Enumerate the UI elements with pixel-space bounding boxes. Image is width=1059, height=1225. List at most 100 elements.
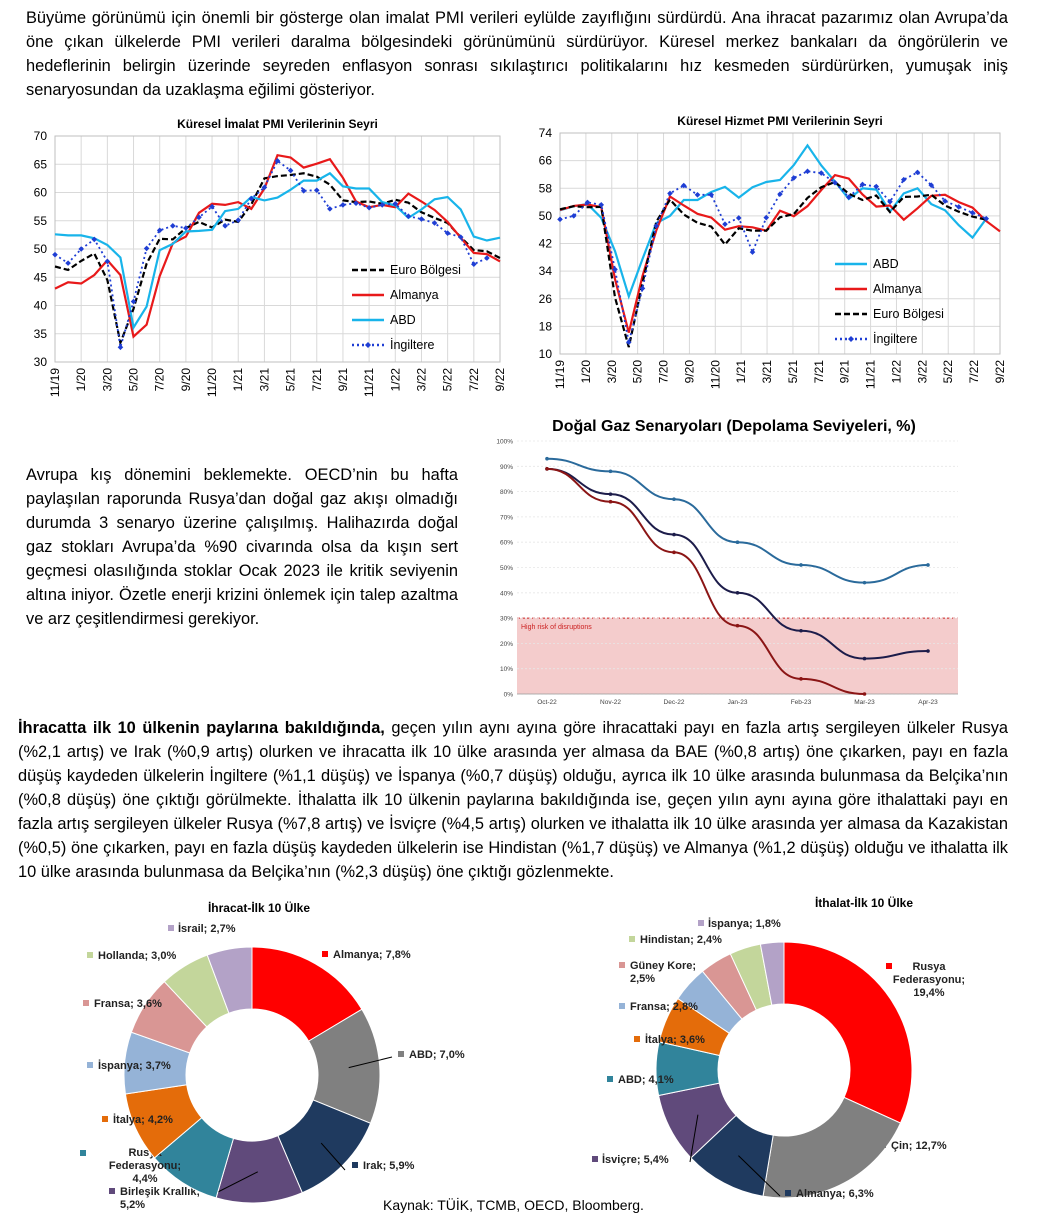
slice-label: Çin; 12,7% bbox=[891, 1140, 947, 1152]
y-tick-label: 65 bbox=[34, 157, 48, 171]
x-tick-label: 9/22 bbox=[493, 368, 507, 392]
legend-label: İngiltere bbox=[390, 338, 435, 352]
import-donut-chart: İthalat-İlk 10 Ülke RusyaFederasyonu;19,4… bbox=[592, 895, 965, 1200]
y-tick-label: 0% bbox=[504, 692, 514, 699]
chart-title: İhracat-İlk 10 Ülke bbox=[208, 900, 310, 915]
x-tick-label: 7/22 bbox=[967, 360, 981, 384]
legend-key bbox=[87, 1062, 93, 1068]
scenario-point bbox=[672, 532, 676, 537]
series-line bbox=[559, 173, 1001, 333]
y-tick-label: 90% bbox=[500, 464, 513, 471]
series-marker bbox=[130, 298, 137, 305]
x-tick-label: 1/20 bbox=[579, 360, 593, 384]
trade-paragraph: İhracatta ilk 10 ülkenin paylarına bakıl… bbox=[18, 716, 1008, 884]
series-marker bbox=[287, 167, 294, 174]
series-marker bbox=[379, 202, 386, 208]
series-marker bbox=[804, 168, 811, 175]
x-tick-label: 11/19 bbox=[48, 368, 62, 397]
slice-label: Güney Kore; bbox=[630, 960, 696, 972]
scenario-point bbox=[672, 497, 676, 501]
legend-label: ABD bbox=[873, 257, 899, 271]
legend-key bbox=[352, 1162, 358, 1168]
y-tick-label: 30% bbox=[500, 616, 513, 623]
plot-frame bbox=[54, 135, 501, 363]
legend-key bbox=[698, 920, 704, 926]
series-marker bbox=[169, 223, 176, 229]
x-tick-label: 5/21 bbox=[786, 360, 800, 384]
scenario-point bbox=[862, 656, 867, 661]
legend-label: Almanya bbox=[873, 282, 922, 296]
y-tick-label: 80% bbox=[500, 489, 513, 496]
y-tick-label: 10% bbox=[500, 666, 513, 673]
donut-slice bbox=[783, 941, 913, 1124]
x-tick-label: Oct-22 bbox=[537, 699, 557, 706]
y-tick-label: 35 bbox=[34, 327, 48, 341]
y-tick-label: 26 bbox=[539, 292, 553, 306]
scenario-point bbox=[799, 677, 803, 681]
export-donut-chart: İhracat-İlk 10 Ülke Almanya; 7,8% ABD; 7,0… bbox=[80, 900, 465, 1211]
leader-line bbox=[211, 1171, 258, 1196]
x-tick-label: 1/20 bbox=[74, 368, 88, 392]
y-tick-label: 30 bbox=[34, 355, 48, 369]
legend-key bbox=[619, 962, 625, 968]
legend-key bbox=[398, 1051, 404, 1057]
scenario-point bbox=[735, 591, 740, 595]
x-tick-label: 1/21 bbox=[734, 360, 748, 384]
x-tick-label: 5/22 bbox=[941, 360, 955, 384]
x-tick-label: 7/20 bbox=[657, 360, 671, 384]
x-tick-label: 9/20 bbox=[179, 368, 193, 392]
slice-label: Fransa; 3,6% bbox=[94, 998, 162, 1010]
series-line bbox=[559, 180, 987, 348]
y-tick-label: 58 bbox=[539, 181, 553, 195]
y-tick-label: 70 bbox=[34, 129, 48, 143]
legend-key bbox=[109, 1188, 115, 1194]
legend-key bbox=[607, 1076, 613, 1082]
plot-frame bbox=[559, 132, 1001, 355]
series-marker bbox=[340, 202, 346, 208]
series-marker bbox=[52, 251, 58, 258]
intro-paragraph: Büyüme görünümü için önemli bir gösterge… bbox=[26, 9, 1008, 99]
x-tick-label: 3/21 bbox=[257, 368, 271, 392]
chart-title: Doğal Gaz Senaryoları (Depolama Seviyele… bbox=[552, 418, 916, 435]
slice-label: Federasyonu; bbox=[109, 1160, 181, 1172]
x-tick-label: 3/20 bbox=[100, 368, 114, 392]
x-tick-label: 11/20 bbox=[708, 360, 722, 389]
slice-label: 4,4% bbox=[132, 1173, 157, 1185]
gas-scenarios-chart: Doğal Gaz Senaryoları (Depolama Seviyele… bbox=[496, 418, 958, 706]
series-marker bbox=[749, 249, 756, 255]
x-tick-label: 1/21 bbox=[231, 368, 245, 392]
y-tick-label: 42 bbox=[539, 237, 553, 251]
series-marker bbox=[156, 227, 163, 234]
y-tick-label: 45 bbox=[34, 270, 48, 284]
x-tick-label: 9/21 bbox=[336, 368, 350, 392]
y-tick-label: 50 bbox=[34, 242, 48, 256]
risk-zone bbox=[517, 618, 958, 694]
slice-label: İsrail; 2,7% bbox=[178, 922, 236, 935]
scenario-point bbox=[735, 540, 740, 544]
x-tick-label: Mar-23 bbox=[854, 699, 875, 706]
series-marker bbox=[471, 261, 477, 268]
x-tick-label: 7/20 bbox=[153, 368, 167, 392]
scenario-point bbox=[735, 623, 740, 628]
x-tick-label: 1/22 bbox=[388, 368, 402, 392]
legend-key bbox=[886, 963, 892, 969]
legend-key bbox=[80, 1150, 86, 1156]
y-tick-label: 100% bbox=[496, 439, 513, 446]
legend-marker bbox=[365, 342, 371, 348]
series-marker bbox=[209, 203, 215, 210]
donut-slice bbox=[759, 941, 785, 1006]
legend-key bbox=[785, 1190, 791, 1196]
scenario-point bbox=[672, 550, 676, 555]
y-tick-label: 40% bbox=[500, 590, 513, 597]
services-pmi-chart: Küresel Hizmet PMI Verilerinin Seyri 10 18… bbox=[539, 114, 1007, 389]
series-line bbox=[559, 143, 988, 300]
scenario-point bbox=[862, 692, 867, 696]
x-tick-label: 5/20 bbox=[127, 368, 141, 392]
trade-paragraph-body: geçen yılın aynı ayına göre ihracattaki … bbox=[18, 719, 1008, 881]
y-tick-label: 70% bbox=[500, 514, 513, 521]
slice-label: Federasyonu; bbox=[893, 974, 965, 986]
legend-key bbox=[102, 1116, 108, 1122]
slice-label: İsviçre; 5,4% bbox=[602, 1153, 669, 1166]
x-tick-label: 9/20 bbox=[682, 360, 696, 384]
x-tick-label: 11/21 bbox=[864, 360, 878, 389]
